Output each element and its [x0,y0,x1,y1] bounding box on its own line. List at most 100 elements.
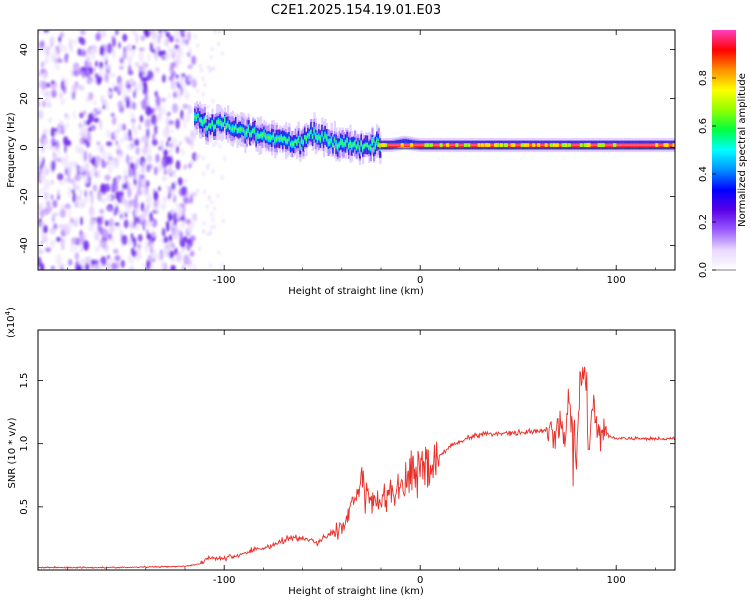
noise-blob [115,157,120,164]
y-tick-label: -20 [19,188,30,204]
noise-blob [94,245,101,252]
noise-blob [38,248,44,255]
ridge-cell [358,147,361,152]
noise-blob [45,45,52,51]
noise-blob [101,94,104,105]
carrier-speckle [564,143,568,147]
noise-blob [174,247,178,256]
noise-blob [171,257,177,263]
noise-blob [132,126,137,134]
noise-blob [150,78,156,83]
noise-blob [126,99,130,109]
ridge-cell [228,125,231,129]
noise-blob [84,189,88,198]
noise-blob [52,199,58,208]
noise-blob [58,120,64,126]
noise-blob [39,137,45,144]
noise-blob [186,111,191,123]
noise-blob [154,124,158,135]
noise-blob [72,160,78,168]
noise-blob [110,112,116,117]
noise-blob [172,46,175,56]
noise-blob [176,213,181,220]
noise-blob [81,49,87,57]
noise-blob [132,209,136,217]
noise-blob [169,147,173,155]
noise-blob [101,160,107,169]
noise-blob [188,74,193,82]
noise-blob [92,184,98,192]
noise-blob [104,73,109,83]
noise-blob [162,128,169,138]
noise-blob [53,54,58,65]
noise-blob [156,99,160,107]
noise-blob [132,167,136,178]
noise-blob [168,240,173,249]
noise-blob [223,156,226,161]
ridge-cell [404,140,407,146]
noise-blob [139,174,145,179]
noise-blob [122,124,127,131]
ridge-cell [310,129,313,134]
noise-blob [141,99,148,110]
ridge-cell [283,136,286,140]
ridge-cell [360,141,363,146]
noise-blob [99,242,103,248]
ridge-cell [365,143,368,147]
noise-blob [114,255,121,261]
noise-blob [162,245,166,251]
noise-blob [191,213,198,222]
noise-blob [221,175,224,180]
carrier-speckle [477,143,481,147]
noise-blob [202,228,205,234]
noise-blob [69,44,73,52]
noise-blob [115,148,121,155]
noise-blob [55,63,60,71]
x-tick-label: 0 [417,575,423,586]
noise-blob [68,259,73,266]
noise-blob [196,188,200,193]
noise-blob [96,216,102,225]
noise-blob [132,185,139,190]
spectrogram-y-label: Frequency (Hz) [6,112,17,188]
noise-blob [89,219,95,227]
noise-blob [58,224,65,230]
noise-blob [165,31,170,38]
ridge-cell [311,135,314,139]
noise-blob [153,166,158,176]
noise-blob [159,107,166,115]
noise-blob [111,235,115,245]
noise-blob [150,114,157,125]
noise-blob [160,202,167,210]
noise-blob [59,91,63,100]
noise-blob [107,254,110,260]
ridge-cell [291,142,294,146]
noise-blob [187,31,191,42]
noise-blob [94,72,99,80]
noise-blob [63,124,67,133]
noise-blob [71,237,77,245]
ridge-cell [293,142,296,147]
noise-blob [101,149,107,159]
ridge-cell [344,141,347,146]
noise-blob [58,35,62,44]
carrier-speckle [439,143,443,147]
noise-blob [73,110,76,120]
ridge-cell [304,135,307,140]
ridge-cell [324,133,327,137]
noise-blob [64,143,67,154]
ridge-cell [313,129,316,133]
noise-blob [154,50,159,62]
noise-blob [188,47,193,56]
ridge-cell [286,139,289,144]
noise-blob [119,57,124,64]
noise-blob [174,226,178,237]
noise-blob [63,84,67,95]
noise-blob [184,91,190,100]
ridge-cell [249,133,252,137]
noise-blob [96,141,101,146]
colorbar-label: Normalized spectral amplitude [737,73,748,227]
noise-blob [45,247,52,253]
noise-blob [129,78,135,85]
noise-blob [57,188,60,196]
